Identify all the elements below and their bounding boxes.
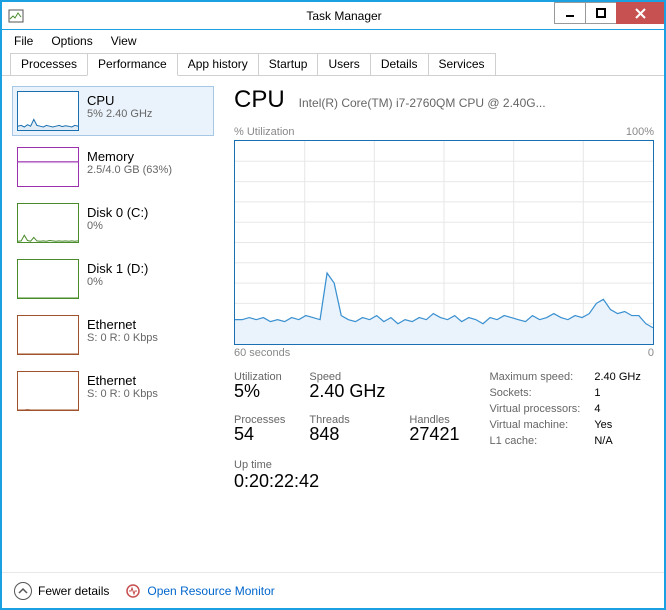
- tabstrip: ProcessesPerformanceApp historyStartupUs…: [2, 52, 664, 76]
- speed-value: 2.40 GHz: [309, 381, 385, 402]
- info-label: L1 cache:: [489, 435, 580, 447]
- tab-details[interactable]: Details: [370, 53, 429, 75]
- menu-view[interactable]: View: [103, 32, 145, 50]
- tab-processes[interactable]: Processes: [10, 53, 88, 75]
- sidebar-item-cpu[interactable]: CPU5% 2.40 GHz: [12, 86, 214, 136]
- main-panel: CPU Intel(R) Core(TM) i7-2760QM CPU @ 2.…: [214, 86, 654, 572]
- chart-label-top-right: 100%: [626, 126, 654, 138]
- uptime-value: 0:20:22:42: [234, 471, 654, 492]
- info-label: Virtual machine:: [489, 419, 580, 431]
- cpu-chart[interactable]: [234, 140, 654, 345]
- close-button[interactable]: [616, 2, 664, 24]
- info-label: Maximum speed:: [489, 371, 580, 383]
- window: Task Manager File Options View Processes…: [0, 0, 666, 610]
- sidebar-item-ethernet[interactable]: EthernetS: 0 R: 0 Kbps: [12, 366, 214, 416]
- uptime-label: Up time: [234, 459, 654, 471]
- info-value: 4: [594, 403, 640, 415]
- sidebar: CPU5% 2.40 GHz Memory2.5/4.0 GB (63%) Disk…: [12, 86, 214, 572]
- handles-value: 27421: [409, 424, 459, 445]
- info-value: 2.40 GHz: [594, 371, 640, 383]
- tab-app-history[interactable]: App history: [177, 53, 259, 75]
- app-icon: [8, 8, 24, 24]
- open-resource-monitor-link[interactable]: Open Resource Monitor: [125, 583, 274, 599]
- info-label: Virtual processors:: [489, 403, 580, 415]
- sidebar-thumb: [17, 259, 79, 299]
- menu-file[interactable]: File: [6, 32, 41, 50]
- info-value: Yes: [594, 419, 640, 431]
- sidebar-thumb: [17, 371, 79, 411]
- sidebar-item-memory[interactable]: Memory2.5/4.0 GB (63%): [12, 142, 214, 192]
- sidebar-item-title: Ethernet: [87, 373, 158, 388]
- sidebar-item-sub: S: 0 R: 0 Kbps: [87, 388, 158, 400]
- info-label: Sockets:: [489, 387, 580, 399]
- chart-label-bottom-left: 60 seconds: [234, 347, 290, 359]
- info-value: N/A: [594, 435, 640, 447]
- minimize-button[interactable]: [554, 2, 586, 24]
- sidebar-item-sub: 2.5/4.0 GB (63%): [87, 164, 172, 176]
- sidebar-item-sub: 5% 2.40 GHz: [87, 108, 152, 120]
- sidebar-item-title: Disk 0 (C:): [87, 205, 148, 220]
- tab-services[interactable]: Services: [428, 53, 496, 75]
- sidebar-item-ethernet[interactable]: EthernetS: 0 R: 0 Kbps: [12, 310, 214, 360]
- sidebar-item-title: Ethernet: [87, 317, 158, 332]
- util-value: 5%: [234, 381, 285, 402]
- sidebar-thumb: [17, 91, 79, 131]
- sidebar-item-disk-0-c-[interactable]: Disk 0 (C:)0%: [12, 198, 214, 248]
- page-title: CPU: [234, 86, 285, 114]
- info-table: Maximum speed: 2.40 GHz Sockets: 1 Virtual p…: [489, 371, 640, 453]
- tab-performance[interactable]: Performance: [87, 53, 178, 76]
- info-value: 1: [594, 387, 640, 399]
- chevron-up-icon: [14, 582, 32, 600]
- sidebar-thumb: [17, 147, 79, 187]
- sidebar-item-disk-1-d-[interactable]: Disk 1 (D:)0%: [12, 254, 214, 304]
- sidebar-item-sub: 0%: [87, 276, 148, 288]
- threads-value: 848: [309, 424, 385, 445]
- tab-startup[interactable]: Startup: [258, 53, 319, 75]
- sidebar-thumb: [17, 203, 79, 243]
- titlebar[interactable]: Task Manager: [2, 2, 664, 30]
- resmon-label: Open Resource Monitor: [147, 584, 274, 598]
- chart-label-top-left: % Utilization: [234, 126, 295, 138]
- fewer-details-label: Fewer details: [38, 584, 109, 598]
- fewer-details-button[interactable]: Fewer details: [14, 582, 109, 600]
- sidebar-thumb: [17, 315, 79, 355]
- footer: Fewer details Open Resource Monitor: [2, 572, 664, 608]
- tab-users[interactable]: Users: [317, 53, 370, 75]
- cpu-model: Intel(R) Core(TM) i7-2760QM CPU @ 2.40G.…: [299, 96, 654, 110]
- sidebar-item-sub: S: 0 R: 0 Kbps: [87, 332, 158, 344]
- sidebar-item-sub: 0%: [87, 220, 148, 232]
- menubar: File Options View: [2, 30, 664, 52]
- resmon-icon: [125, 583, 141, 599]
- sidebar-item-title: CPU: [87, 93, 152, 108]
- menu-options[interactable]: Options: [43, 32, 100, 50]
- maximize-button[interactable]: [585, 2, 617, 24]
- sidebar-item-title: Memory: [87, 149, 172, 164]
- proc-value: 54: [234, 424, 285, 445]
- chart-label-bottom-right: 0: [648, 347, 654, 359]
- sidebar-item-title: Disk 1 (D:): [87, 261, 148, 276]
